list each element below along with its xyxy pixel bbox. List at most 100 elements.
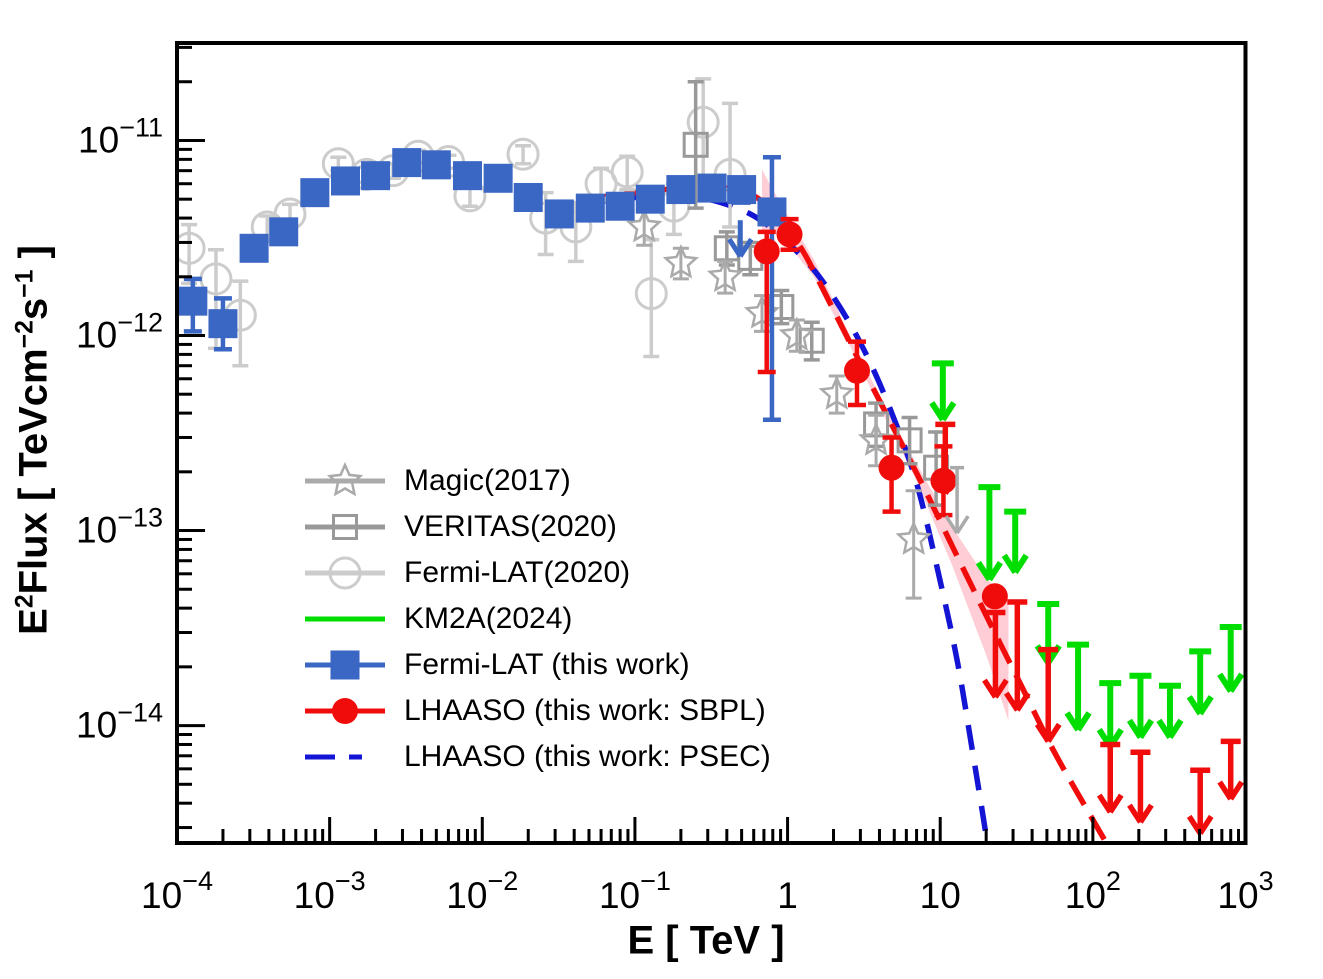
open-circle-marker bbox=[634, 277, 668, 311]
filled-square-marker bbox=[208, 309, 238, 339]
filled-square-marker bbox=[757, 197, 787, 227]
legend-item-2: VERITAS(2020) bbox=[302, 504, 771, 550]
legend-label: Fermi-LAT(2020) bbox=[404, 556, 631, 589]
filled-square-marker bbox=[361, 161, 391, 191]
star-marker bbox=[778, 316, 816, 351]
down-arrow-icon bbox=[738, 237, 754, 258]
down-arrow-icon bbox=[1034, 722, 1051, 743]
x-tick-label: 10−1 bbox=[599, 866, 671, 916]
legend-marker-icon bbox=[305, 616, 385, 622]
open-circle-marker bbox=[177, 231, 206, 265]
x-axis-title: E [ TeV ] bbox=[627, 918, 785, 963]
open-square-marker bbox=[682, 131, 709, 158]
y-axis-title-part: E bbox=[11, 608, 56, 635]
filled-square-marker bbox=[421, 150, 451, 180]
legend-item-1: Magic(2017) bbox=[302, 458, 771, 504]
legend-label: Magic(2017) bbox=[404, 464, 571, 497]
axes: 10−4 10−3 10−2 10−1 1 10 102 10310−1110−1210−13… bbox=[76, 41, 1274, 916]
down-arrow-icon bbox=[1064, 711, 1081, 732]
plot-area bbox=[177, 77, 1245, 843]
down-arrow-icon bbox=[1107, 793, 1124, 814]
down-arrow-icon bbox=[1156, 718, 1173, 740]
y-axis-title: E2Flux [ TeVcm−2s−1 ] bbox=[11, 245, 56, 635]
down-arrow-icon bbox=[1167, 718, 1184, 740]
down-arrow-icon bbox=[955, 515, 970, 535]
x-tick-label: 103 bbox=[1217, 866, 1273, 916]
star-marker bbox=[818, 375, 855, 410]
filled-square-marker bbox=[575, 193, 605, 223]
open-square-marker bbox=[798, 327, 825, 354]
down-arrow-icon bbox=[929, 401, 946, 422]
y-tick-label: 10−13 bbox=[76, 503, 163, 551]
filled-square-marker bbox=[513, 182, 543, 212]
down-arrow-icon bbox=[1004, 691, 1020, 712]
fermi-this-limit bbox=[727, 220, 754, 258]
lhaaso-limits bbox=[932, 421, 1245, 835]
filled-square-marker bbox=[178, 286, 208, 316]
filled-square-marker bbox=[330, 650, 360, 680]
filled-square-marker bbox=[727, 175, 757, 205]
filled-square-marker bbox=[635, 184, 665, 214]
filled-square-marker bbox=[666, 175, 696, 205]
y-tick-label: 10−11 bbox=[78, 112, 163, 160]
legend-marker-icon bbox=[305, 698, 385, 724]
down-arrow-icon bbox=[1228, 672, 1245, 693]
down-arrow-icon bbox=[982, 678, 998, 699]
down-arrow-icon bbox=[1186, 695, 1203, 716]
legend-item-7: LHAASO (this work: PSEC) bbox=[302, 734, 771, 780]
down-arrow-icon bbox=[1137, 718, 1154, 740]
filled-square-marker bbox=[605, 191, 635, 221]
series-lhaaso bbox=[753, 216, 1008, 610]
down-arrow-icon bbox=[1045, 722, 1062, 743]
down-arrow-icon bbox=[1127, 803, 1143, 824]
legend-marker-icon bbox=[305, 650, 385, 680]
down-arrow-icon bbox=[932, 474, 948, 495]
down-arrow-icon bbox=[944, 515, 959, 535]
down-arrow-icon bbox=[1228, 780, 1245, 801]
star-marker bbox=[326, 461, 364, 497]
down-arrow-icon bbox=[943, 474, 959, 495]
filled-square-marker bbox=[392, 148, 422, 178]
x-tick-label: 10−2 bbox=[446, 866, 518, 916]
y-axis-title-part: Flux [ TeVcm bbox=[11, 348, 56, 595]
legend-item-4: KM2A(2024) bbox=[302, 596, 771, 642]
open-square-marker bbox=[896, 427, 923, 454]
legend-marker-icon bbox=[305, 514, 385, 540]
filled-circle-marker bbox=[332, 698, 358, 724]
down-arrow-icon bbox=[993, 678, 1009, 699]
filled-square-marker bbox=[239, 233, 269, 263]
star-marker bbox=[662, 244, 700, 279]
legend-item-5: Fermi-LAT (this work) bbox=[302, 642, 771, 688]
filled-circle-marker bbox=[753, 238, 780, 265]
legend-label: KM2A(2024) bbox=[404, 602, 573, 635]
down-arrow-icon bbox=[1197, 695, 1214, 716]
legend-label: LHAASO (this work: PSEC) bbox=[404, 740, 771, 773]
filled-square-marker bbox=[544, 199, 574, 229]
star-marker bbox=[857, 421, 895, 456]
series-fermi_this bbox=[178, 148, 787, 422]
veritas-limit bbox=[944, 465, 970, 535]
legend-label: LHAASO (this work: SBPL) bbox=[404, 694, 766, 727]
plot-frame bbox=[175, 41, 1248, 845]
y-axis-title-part: 2 bbox=[11, 594, 39, 609]
down-arrow-icon bbox=[1197, 814, 1214, 835]
x-tick-label: 10−3 bbox=[294, 866, 366, 916]
down-arrow-icon bbox=[1138, 803, 1154, 824]
y-axis-title-part: −1 bbox=[11, 269, 39, 298]
filled-square-marker bbox=[452, 161, 482, 191]
down-arrow-icon bbox=[1075, 711, 1092, 732]
star-marker bbox=[706, 257, 744, 293]
legend-marker-icon bbox=[305, 461, 385, 497]
down-arrow-icon bbox=[940, 401, 957, 422]
legend-label: Fermi-LAT (this work) bbox=[404, 648, 690, 681]
open-circle-marker bbox=[506, 137, 540, 171]
down-arrow-icon bbox=[1217, 780, 1234, 801]
down-arrow-icon bbox=[1126, 718, 1143, 740]
open-square-marker bbox=[332, 514, 358, 540]
y-axis-title-part: −2 bbox=[11, 320, 39, 349]
down-arrow-icon bbox=[1096, 793, 1113, 814]
open-circle-marker bbox=[610, 155, 644, 189]
down-arrow-icon bbox=[986, 561, 1003, 582]
down-arrow-icon bbox=[1001, 553, 1018, 575]
